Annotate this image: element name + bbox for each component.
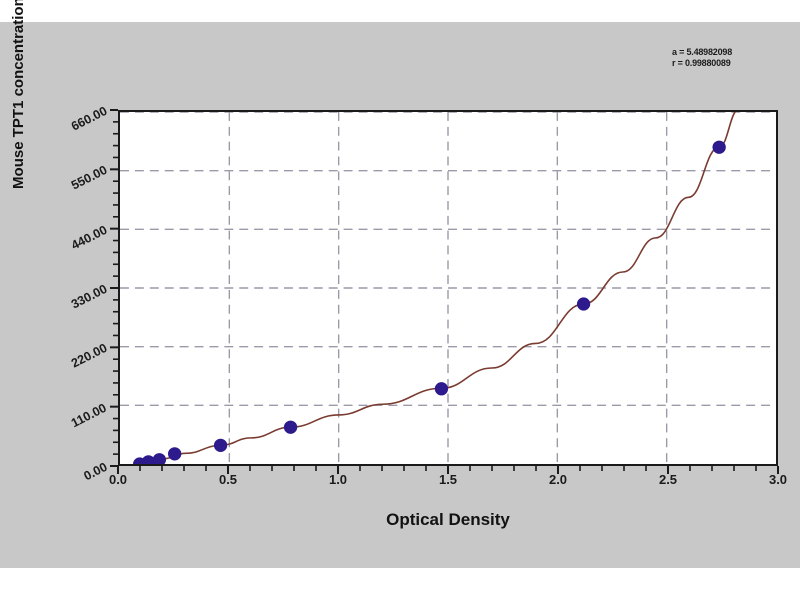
gridlines-layer <box>120 112 776 464</box>
y-axis-title-container: Mouse TPT1 concentration (pg/ml) <box>6 0 32 468</box>
fit-annotation-line-a: a = 5.48982098 <box>672 47 733 57</box>
plot-area <box>118 110 778 466</box>
x-axis-tick-labels: 0.0 0.5 1.0 1.5 2.0 2.5 3.0 <box>109 472 787 492</box>
y-tick-label: 660.00 <box>68 103 110 134</box>
y-tick-label-row: 660.00 <box>68 102 109 134</box>
y-tick-label-row: 110.00 <box>68 399 109 430</box>
y-axis-tick-labels: 0.00 110.00 220.00 330.00 440.00 550.00 660.00 <box>38 104 112 484</box>
data-point <box>576 297 591 311</box>
x-axis-title: Optical Density <box>386 510 510 529</box>
data-layer <box>133 112 737 464</box>
fitted-curve <box>139 112 737 464</box>
x-tick-label: 1.5 <box>438 472 458 487</box>
data-point <box>712 140 726 154</box>
y-tick-label-row: 220.00 <box>68 339 109 371</box>
y-tick-label-row: 440.00 <box>68 221 109 252</box>
y-tick-label: 440.00 <box>68 222 110 253</box>
y-axis-title: Mouse TPT1 concentration (pg/ml) <box>10 0 27 189</box>
x-tick-label: 2.0 <box>548 472 568 487</box>
data-point <box>152 453 167 464</box>
y-tick-label-row: 550.00 <box>68 161 109 193</box>
x-tick-label: 3.0 <box>768 472 788 487</box>
x-tick-label: 1.0 <box>328 472 348 487</box>
y-tick-label: 550.00 <box>68 163 110 193</box>
y-tick-label: 110.00 <box>69 400 110 430</box>
y-tick-label: 0.00 <box>81 459 110 484</box>
data-point <box>434 382 449 396</box>
x-tick-label: 0.0 <box>108 472 128 487</box>
y-tick-label-row: 330.00 <box>68 280 109 312</box>
y-tick-label-row: 0.00 <box>81 458 109 484</box>
data-point <box>168 447 182 461</box>
data-point <box>283 420 298 434</box>
fit-annotation: a = 5.48982098 r = 0.99880089 <box>672 47 792 69</box>
x-tick-label: 0.5 <box>218 472 238 487</box>
figure-top-margin <box>0 0 800 22</box>
x-tick-label: 2.5 <box>658 472 678 487</box>
fit-annotation-line-r: r = 0.99880089 <box>672 58 731 68</box>
figure-bottom-margin <box>0 568 800 600</box>
y-tick-label: 330.00 <box>68 281 110 312</box>
data-point <box>213 438 228 452</box>
y-tick-label: 220.00 <box>68 341 110 371</box>
